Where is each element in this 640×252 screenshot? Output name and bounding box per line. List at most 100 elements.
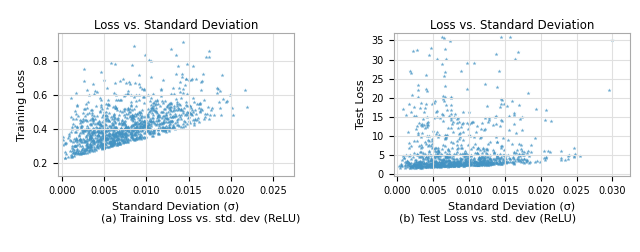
Point <box>409 164 419 168</box>
Point <box>481 163 492 167</box>
Point <box>76 126 86 130</box>
Point <box>228 113 238 117</box>
Point <box>145 119 156 123</box>
Point <box>423 160 433 164</box>
Point <box>129 107 139 111</box>
Point <box>438 164 449 168</box>
Point <box>131 137 141 141</box>
Point <box>412 153 422 157</box>
Point <box>158 121 168 125</box>
Point <box>402 163 412 167</box>
Point <box>77 131 88 135</box>
Point <box>569 154 579 158</box>
Point <box>434 150 444 154</box>
Point <box>140 131 150 135</box>
Point <box>453 116 463 120</box>
Point <box>413 153 423 157</box>
Point <box>495 161 505 165</box>
Point <box>84 135 95 139</box>
Point <box>513 153 524 157</box>
Point <box>417 164 427 168</box>
Point <box>123 126 133 130</box>
Point <box>486 161 496 165</box>
Point <box>110 120 120 124</box>
Point <box>154 132 164 136</box>
Point <box>465 162 476 166</box>
Point <box>101 140 111 144</box>
Point <box>108 115 118 119</box>
Point <box>188 113 198 117</box>
Point <box>79 138 89 142</box>
Point <box>88 130 99 134</box>
Point <box>106 125 116 129</box>
Point <box>149 101 159 105</box>
Point <box>187 108 197 112</box>
Point <box>166 101 176 105</box>
Point <box>468 158 478 162</box>
Point <box>127 133 137 137</box>
Point <box>175 115 185 119</box>
Point <box>412 163 422 167</box>
Point <box>113 137 123 141</box>
Point <box>516 156 526 161</box>
Point <box>115 127 125 131</box>
Point <box>415 164 425 168</box>
Point <box>138 127 148 131</box>
Point <box>437 112 447 116</box>
Point <box>445 164 455 168</box>
Point <box>115 132 125 136</box>
Point <box>504 160 515 164</box>
Point <box>133 116 143 120</box>
Point <box>131 99 141 103</box>
Point <box>405 164 415 168</box>
Point <box>76 138 86 142</box>
Point <box>136 116 146 120</box>
Point <box>479 82 490 86</box>
Point <box>524 154 534 158</box>
Point <box>433 165 443 169</box>
Point <box>105 140 115 144</box>
Point <box>495 105 506 109</box>
Point <box>137 114 147 118</box>
Point <box>460 163 470 167</box>
Point <box>87 117 97 121</box>
Point <box>464 160 474 164</box>
Point <box>129 114 139 118</box>
Point <box>85 136 95 140</box>
Point <box>86 145 96 149</box>
Point <box>479 161 489 165</box>
Point <box>93 121 103 125</box>
Point <box>115 79 125 83</box>
Point <box>425 162 435 166</box>
Point <box>90 89 100 93</box>
Point <box>440 164 451 168</box>
Point <box>136 124 146 129</box>
Point <box>450 164 460 168</box>
Point <box>453 164 463 168</box>
Point <box>109 136 119 140</box>
Point <box>142 113 152 117</box>
Point <box>467 163 477 167</box>
Point <box>412 165 422 169</box>
Point <box>556 158 566 162</box>
Point <box>168 125 178 129</box>
Point <box>152 119 163 123</box>
Point <box>450 112 460 116</box>
Y-axis label: Test Loss: Test Loss <box>356 80 366 129</box>
Point <box>421 161 431 165</box>
Point <box>416 146 426 150</box>
Point <box>134 130 145 134</box>
Point <box>523 91 533 95</box>
Point <box>172 123 182 127</box>
Point <box>430 159 440 163</box>
Point <box>508 161 518 165</box>
Point <box>89 142 99 146</box>
Point <box>134 110 144 114</box>
Point <box>436 162 446 166</box>
Point <box>440 133 450 137</box>
Point <box>76 152 86 156</box>
Point <box>88 128 99 132</box>
Point <box>125 114 135 118</box>
Point <box>71 91 81 95</box>
Point <box>81 139 91 143</box>
